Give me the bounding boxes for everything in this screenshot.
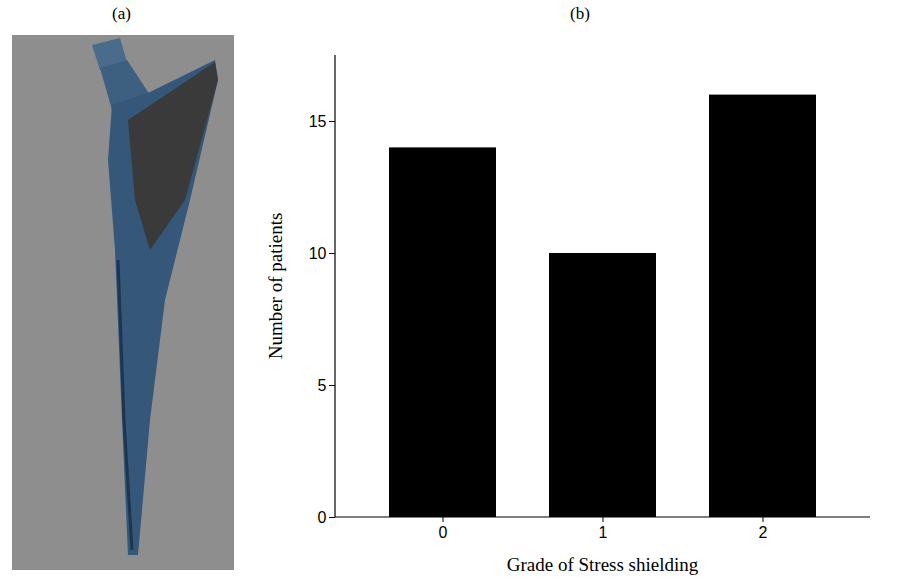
svg-text:10: 10: [309, 245, 327, 262]
svg-text:5: 5: [318, 377, 327, 394]
html-text:Number of patients: Number of patients: [265, 212, 286, 360]
html-text:(a): (a): [112, 4, 131, 23]
svg-text:2: 2: [759, 524, 768, 541]
svg-text:0: 0: [439, 524, 448, 541]
html-text:(b): (b): [570, 4, 590, 23]
svg-text:0: 0: [318, 509, 327, 526]
html-text:Grade of Stress shielding: Grade of Stress shielding: [506, 554, 699, 575]
svg-text:15: 15: [309, 113, 327, 130]
svg-text:1: 1: [599, 524, 608, 541]
